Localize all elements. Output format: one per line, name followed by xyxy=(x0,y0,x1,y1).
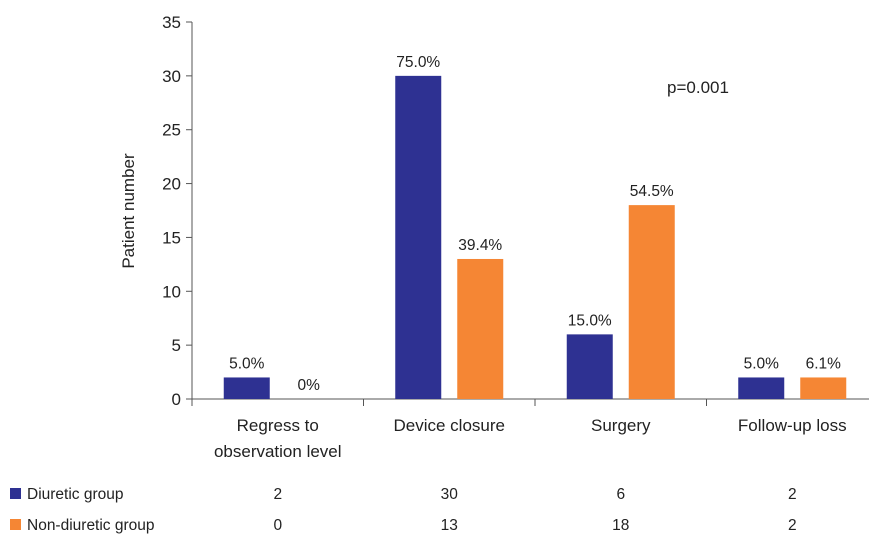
legend-swatch xyxy=(10,519,21,530)
bar-data-label: 39.4% xyxy=(458,237,502,254)
bar xyxy=(738,377,785,399)
bar-data-label: 54.5% xyxy=(630,183,674,200)
p-value-annotation: p=0.001 xyxy=(667,78,729,97)
y-tick-label: 0 xyxy=(172,390,181,409)
table-cell: 6 xyxy=(616,486,625,503)
bar-data-label: 75.0% xyxy=(396,54,440,71)
bar-data-label: 0% xyxy=(298,377,321,394)
table-cell: 13 xyxy=(441,517,458,534)
bar xyxy=(395,75,442,399)
y-tick-label: 15 xyxy=(162,228,181,247)
y-tick-label: 20 xyxy=(162,175,181,194)
x-category-label: Follow-up loss xyxy=(738,416,847,435)
bar-data-label: 6.1% xyxy=(806,355,842,372)
x-category-label: Device closure xyxy=(394,416,506,435)
table-cell: 2 xyxy=(788,486,797,503)
bar xyxy=(628,205,675,399)
legend-series-name: Diuretic group xyxy=(27,486,124,503)
bar xyxy=(457,258,504,399)
table-cell: 18 xyxy=(612,517,629,534)
x-category-label: Regress to xyxy=(237,416,319,435)
y-tick-label: 5 xyxy=(172,336,181,355)
bar-data-label: 5.0% xyxy=(744,355,780,372)
x-category-label: observation level xyxy=(214,442,342,461)
table-cell: 2 xyxy=(273,486,282,503)
bar xyxy=(223,377,270,399)
legend-series-name: Non-diuretic group xyxy=(27,517,155,534)
bar-data-label: 15.0% xyxy=(568,312,612,329)
table-cell: 30 xyxy=(441,486,459,503)
table-cell: 0 xyxy=(273,517,282,534)
x-category-label: Surgery xyxy=(591,416,651,435)
bar xyxy=(800,377,847,399)
bar xyxy=(566,334,613,399)
legend-swatch xyxy=(10,488,21,499)
y-tick-label: 25 xyxy=(162,121,181,140)
table-cell: 2 xyxy=(788,517,797,534)
y-tick-label: 30 xyxy=(162,67,181,86)
y-tick-label: 10 xyxy=(162,282,181,301)
y-axis-title: Patient number xyxy=(119,153,138,269)
y-tick-label: 35 xyxy=(162,13,181,32)
bar-data-label: 5.0% xyxy=(229,355,265,372)
